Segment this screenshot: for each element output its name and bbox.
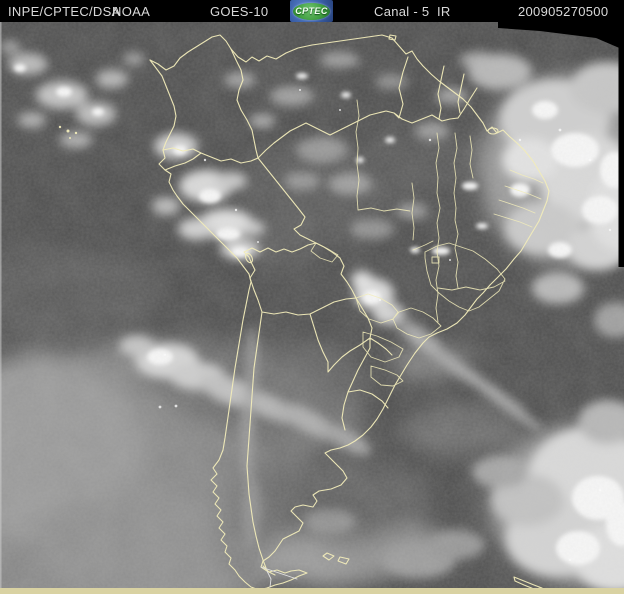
network-label: NOAA	[112, 4, 151, 19]
timestamp-label: 200905270500	[518, 4, 609, 19]
cptec-logo-text: CPTEC	[295, 6, 328, 16]
trinidad-outline	[388, 34, 397, 41]
annotation-bar: INPE/CPTEC/DSA NOAA GOES-10 CPTEC Canal …	[0, 0, 624, 22]
tierra-del-fuego-border	[260, 566, 298, 588]
marajo-island-outline	[487, 127, 499, 135]
coastline-west	[149, 59, 308, 588]
cptec-logo-icon: CPTEC	[290, 0, 333, 22]
agency-label: INPE/CPTEC/DSA	[8, 4, 121, 19]
scan-edge-top-right	[498, 22, 624, 50]
channel-label: Canal - 5	[374, 4, 430, 19]
left-edge-line	[0, 22, 2, 588]
map-area	[0, 22, 624, 588]
coastline-east	[149, 34, 550, 576]
falkland-islands-outline	[322, 552, 350, 565]
lake-titicaca-outline	[245, 252, 253, 264]
band-label: IR	[437, 4, 451, 19]
sensor-grain-texture	[0, 22, 624, 588]
galapagos-dots	[58, 125, 78, 139]
scan-edge-right-strip	[618, 22, 624, 267]
bottom-strip	[0, 588, 624, 594]
islands-and-lakes	[58, 34, 543, 588]
state-borders	[310, 99, 544, 387]
satellite-label: GOES-10	[210, 4, 269, 19]
cptec-logo-oval: CPTEC	[293, 2, 330, 20]
border-overlay	[58, 34, 550, 588]
south-georgia-outline	[513, 576, 543, 588]
